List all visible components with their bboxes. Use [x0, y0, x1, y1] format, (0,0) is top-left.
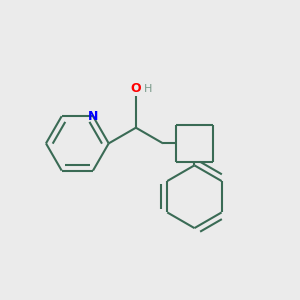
Text: H: H — [144, 84, 153, 94]
Text: O: O — [130, 82, 141, 95]
Text: N: N — [88, 110, 98, 123]
